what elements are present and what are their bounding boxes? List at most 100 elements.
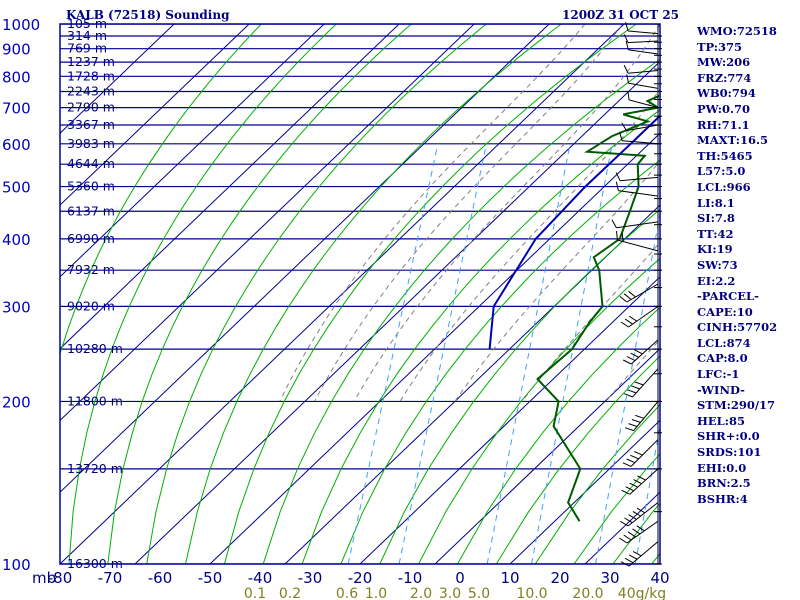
wind-barb-flag [628, 423, 638, 427]
mixing-ratio-label: 1.0 [365, 586, 387, 600]
indices-panel: WMO:72518 TP:375 MW:206 FRZ:774 WB0:794 PW:0.… [697, 24, 777, 507]
dry-adiabat [146, 24, 487, 564]
dry-adiabat [262, 58, 660, 564]
wind-barb-flag [625, 22, 629, 32]
index-row: EHI:0.0 [697, 460, 747, 475]
pressure-tick-label: 600 [2, 136, 31, 154]
pressure-tick-label: 900 [2, 41, 31, 59]
temperature-tick-label: -70 [98, 569, 123, 587]
height-label: 2790 m [67, 100, 115, 115]
wind-barb-flag [624, 557, 634, 564]
index-row: EI:2.2 [697, 273, 736, 288]
wind-barb [628, 541, 659, 567]
dewpoint-line [536, 94, 660, 522]
wind-barb-flag [622, 462, 632, 467]
wind-barb-flag [623, 293, 632, 300]
wind-barb-flag [621, 489, 631, 495]
mixing-ratio-label: 20.0 [572, 586, 603, 600]
wind-barb [620, 176, 659, 182]
index-row: SI:7.8 [697, 211, 735, 226]
wind-barb [627, 502, 659, 527]
wind-barb [628, 49, 659, 55]
wind-barb [628, 305, 659, 328]
temperature-tick-label: 0 [455, 569, 465, 587]
height-label: 3367 m [67, 117, 115, 132]
wind-barb-flag [630, 352, 639, 358]
wind-barb [629, 468, 659, 495]
mixing-ratio-label: 0.6 [336, 586, 358, 600]
plot-frame [59, 23, 661, 565]
height-label: 13720 m [67, 461, 123, 476]
wind-barb-flag [624, 393, 633, 398]
wind-barb-flag [632, 551, 642, 557]
observation-time: 1200Z 31 OCT 25 [562, 8, 680, 22]
wind-barb [626, 520, 659, 544]
mixing-ratio-label: 2.0 [410, 586, 432, 600]
wind-barb [618, 190, 659, 197]
temperature-tick-label: -30 [298, 569, 323, 587]
wind-barb-flag [631, 419, 641, 423]
wind-barbs [611, 22, 662, 567]
temperature-tick-label: -40 [248, 569, 273, 587]
pressure-tick-label: 800 [2, 68, 31, 86]
height-label: 9020 m [67, 298, 115, 313]
wind-barb-flag [622, 359, 632, 365]
wind-barb-flag [623, 534, 632, 541]
wind-barb [633, 401, 659, 431]
wind-barb-flag [634, 349, 643, 355]
isotherm [60, 24, 475, 422]
height-label: 6990 m [67, 231, 115, 246]
dry-adiabat [418, 257, 660, 564]
mixing-ratio-line [347, 143, 439, 564]
isotherm [60, 24, 175, 134]
moist-adiabat [279, 24, 586, 402]
pressure-tick-label: 300 [2, 298, 31, 316]
wind-barb [628, 30, 659, 35]
height-labels: 16300 m 13720 m 11800 m 10280 m 9020 m 7932 m… [67, 16, 123, 571]
wind-barb-flag [625, 486, 634, 492]
temperature-tick-label: 40 [650, 569, 669, 587]
index-row: LFC:-1 [697, 367, 740, 382]
isotherm [60, 24, 625, 564]
index-row: TP:375 [697, 39, 743, 54]
mixing-ratio-line [486, 143, 571, 564]
temperature-tick-label: 10 [500, 569, 519, 587]
background-lines [60, 24, 660, 564]
wind-barb-flag [611, 219, 617, 229]
mixing-ratio-line [398, 143, 487, 564]
wind-barb-flag [623, 64, 629, 74]
mixing-ratio-label: 40g/kg [618, 586, 666, 600]
wind-barb-flag [631, 385, 640, 390]
moist-adiabat [314, 24, 623, 402]
index-row: TH:5465 [697, 148, 753, 163]
chart-title: KALB (72518) Sounding [66, 8, 230, 22]
isotherm [209, 132, 660, 564]
index-row: PW:0.70 [697, 101, 751, 116]
dry-adiabat [301, 109, 660, 564]
wind-barb [628, 70, 659, 74]
index-row: LCL:966 [697, 179, 751, 194]
wind-barb-flag [635, 414, 644, 419]
dry-adiabat [379, 208, 660, 564]
wind-barb [622, 140, 659, 145]
temperature-tick-label: -80 [48, 569, 73, 587]
isotherm [434, 347, 660, 564]
index-row: SW:73 [697, 257, 738, 272]
dry-adiabat [185, 24, 562, 564]
temperature-tick-label: -50 [198, 569, 223, 587]
height-label: 1237 m [67, 54, 115, 69]
wind-barb-flag [636, 507, 646, 514]
wind-barb-flag [629, 315, 638, 322]
height-label: 314 m [67, 28, 107, 43]
pressure-tick-label: 400 [2, 231, 31, 249]
wind-barb-flag [630, 454, 639, 460]
index-row: FRZ:774 [697, 70, 752, 85]
temperature-tick-label: -60 [148, 569, 173, 587]
index-row: MW:206 [697, 55, 751, 70]
wind-barb [627, 40, 659, 44]
height-label: 2243 m [67, 83, 115, 98]
wind-barb-flag [615, 181, 619, 191]
index-row: CINH:57702 [697, 320, 778, 335]
dry-adiabat [60, 24, 262, 356]
